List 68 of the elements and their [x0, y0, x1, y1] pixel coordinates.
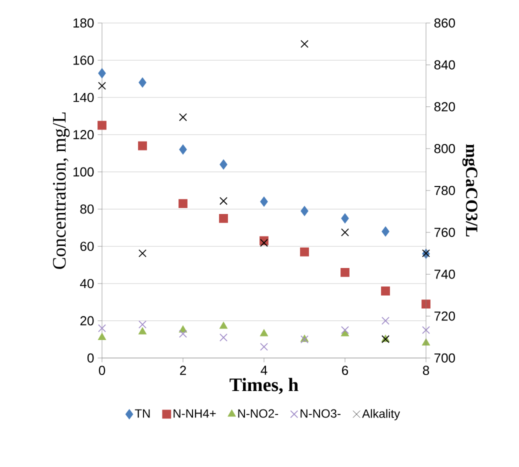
legend-label: N-NO3- [300, 409, 340, 418]
y2-tick-label: 720 [434, 312, 455, 321]
point [179, 113, 187, 122]
y2-tick-label: 860 [434, 18, 455, 28]
point [300, 247, 309, 256]
point [260, 196, 268, 207]
point [138, 327, 146, 334]
point [260, 329, 268, 336]
x-axis-title: Times, h [230, 378, 298, 394]
y2-tick-label: 800 [434, 144, 455, 154]
y2-tick-label: 820 [434, 102, 455, 112]
point [98, 120, 106, 130]
point [98, 68, 106, 78]
point [219, 214, 228, 223]
point [98, 82, 106, 90]
point [341, 326, 349, 334]
y-tick-label: 60 [80, 242, 94, 251]
x-tick-label: 2 [180, 366, 186, 375]
y2-tick-label: 740 [434, 270, 455, 279]
x-tick-label: 8 [422, 366, 430, 376]
legend-label: TN [134, 409, 150, 418]
point [381, 286, 390, 296]
point [300, 40, 308, 48]
y-axis-title: Concentration, mg/L [52, 112, 70, 269]
point [98, 333, 106, 340]
y-tick-label: 120 [74, 130, 94, 140]
point [422, 300, 430, 308]
point [341, 329, 349, 336]
point [98, 324, 106, 332]
point [341, 228, 349, 236]
legend-label: N-NO2- [238, 409, 278, 418]
point [422, 326, 430, 334]
point [220, 334, 228, 342]
point [260, 342, 268, 351]
point [138, 320, 146, 328]
point [382, 316, 390, 325]
point [220, 159, 228, 170]
point [382, 226, 390, 236]
point [220, 322, 228, 329]
legend-label: N-NH4+ [174, 409, 216, 418]
y-tick-label: 80 [80, 204, 94, 214]
point [179, 330, 187, 338]
point [138, 249, 146, 258]
y-tick-label: 20 [80, 316, 94, 326]
point [341, 213, 349, 224]
y2-tick-label: 760 [434, 228, 455, 237]
y-tick-label: 140 [74, 92, 94, 102]
x-tick-label: 0 [98, 366, 106, 376]
y-tick-label: 40 [80, 278, 94, 288]
point [179, 144, 187, 155]
y-tick-label: 180 [74, 18, 94, 28]
legend-label: Alkality [362, 409, 400, 420]
y-tick-label: 0 [87, 353, 94, 363]
y2-tick-label: 780 [434, 186, 455, 196]
y2-axis-title: mgCaCO3/L [462, 144, 478, 237]
y2-tick-label: 840 [434, 60, 455, 70]
y-tick-label: 160 [74, 56, 94, 65]
point [138, 78, 146, 88]
x-tick-label: 6 [342, 366, 348, 376]
point [260, 238, 268, 247]
point [300, 206, 308, 216]
y-tick-label: 100 [74, 167, 94, 176]
x-tick-label: 4 [260, 366, 268, 375]
point [220, 196, 228, 205]
point [340, 268, 350, 277]
point [138, 141, 147, 150]
y2-tick-label: 700 [434, 353, 455, 363]
point [178, 199, 188, 208]
